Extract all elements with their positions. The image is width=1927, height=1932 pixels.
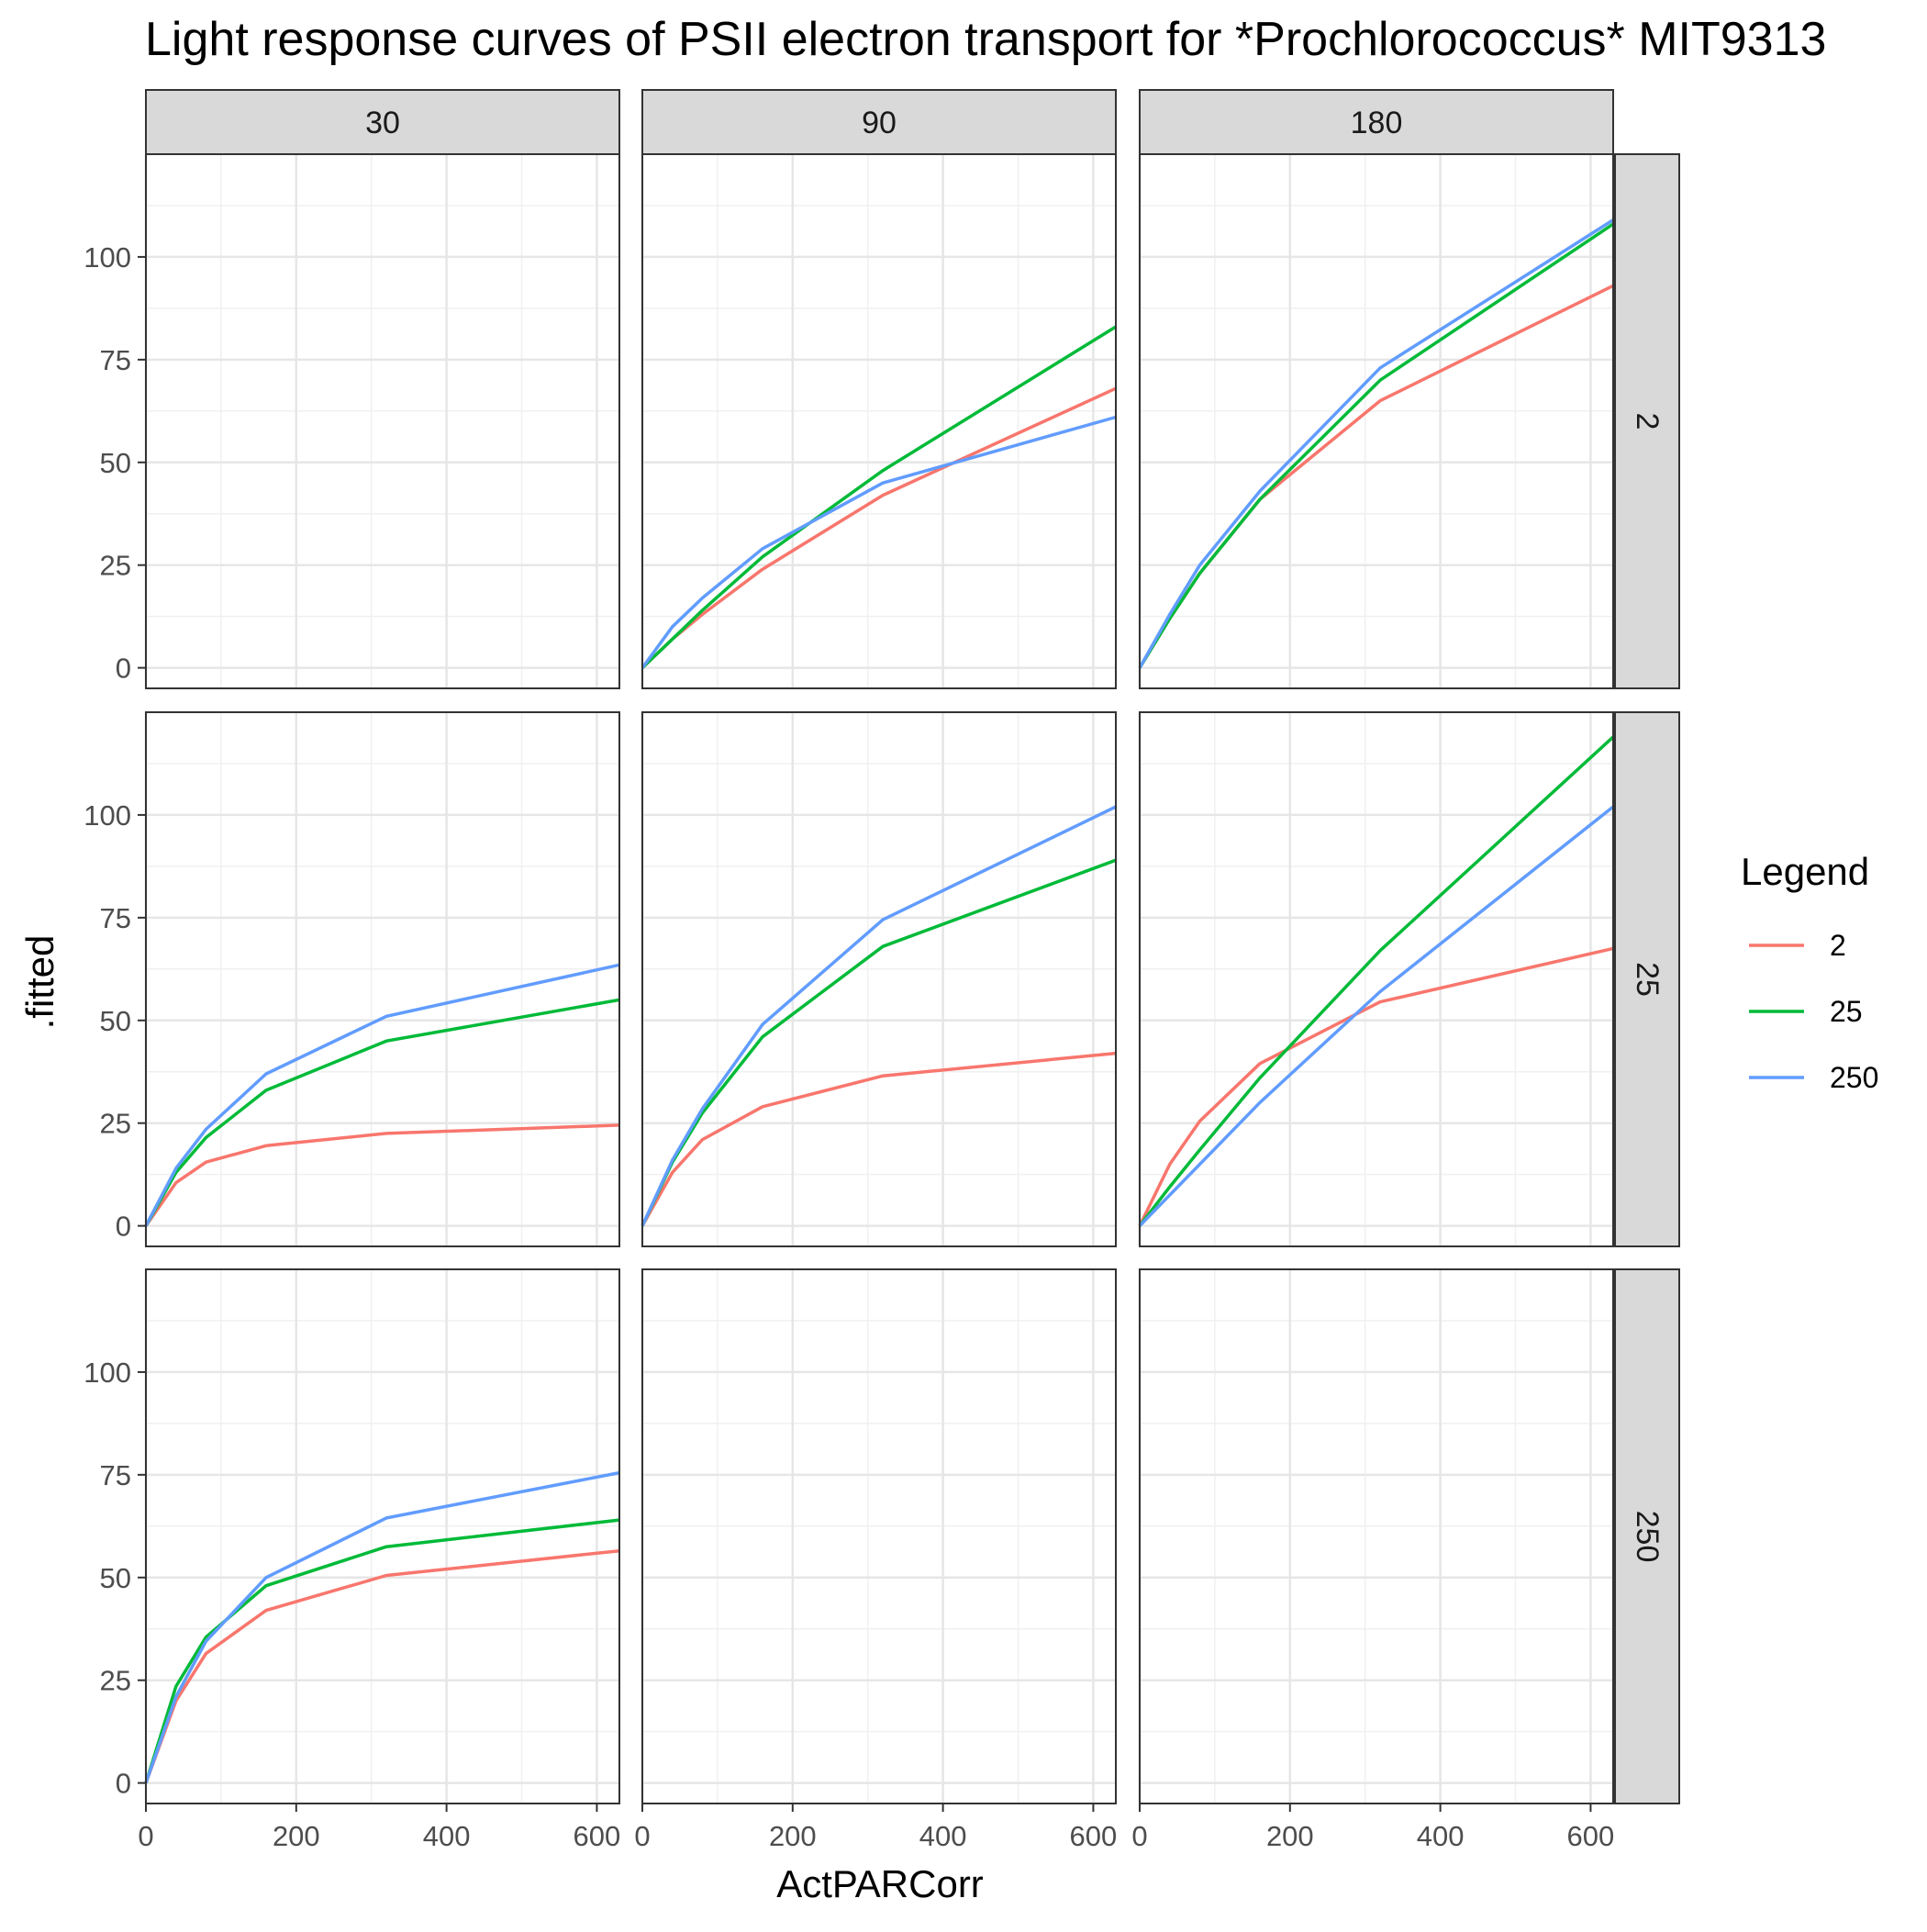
y-tick-label: 50 xyxy=(100,447,131,479)
y-tick-label: 75 xyxy=(100,902,131,934)
x-tick-label: 0 xyxy=(138,1820,153,1852)
row-strip-box xyxy=(1614,711,1680,1247)
panel-30-2: 0 25 50 75 100 xyxy=(84,153,620,689)
y-tick-label: 100 xyxy=(84,241,131,274)
row-strip-label: 2 xyxy=(1630,413,1665,430)
panels-layer: 30 90 180 2 25 250 0 25 50 75 100 0 25 50 75 100 0 25 50 75… xyxy=(84,89,1680,1852)
column-strip-label: 30 xyxy=(365,106,400,140)
x-tick-label: 600 xyxy=(574,1820,621,1852)
series-line-250 xyxy=(144,1470,620,1784)
panel-border xyxy=(145,1268,620,1804)
legend-label: 250 xyxy=(1830,1061,1878,1094)
panel-90-25 xyxy=(640,711,1117,1247)
column-strip-box xyxy=(145,89,620,155)
column-strip-90: 90 xyxy=(641,89,1117,155)
x-tick-label: 400 xyxy=(423,1820,471,1852)
series-line-25 xyxy=(1138,222,1614,669)
legend-item-25: 25 xyxy=(1749,995,1863,1028)
x-axis-title: ActPARCorr xyxy=(776,1862,984,1905)
series-line-250 xyxy=(1138,218,1614,669)
panel-border xyxy=(641,153,1117,689)
column-strip-label: 90 xyxy=(862,106,897,140)
x-tick-label: 0 xyxy=(634,1820,650,1852)
y-tick-label: 0 xyxy=(116,1211,131,1243)
series-line-25 xyxy=(640,325,1117,669)
x-tick-label: 0 xyxy=(1131,1820,1147,1852)
row-strip-label: 25 xyxy=(1630,962,1665,997)
x-tick-label: 200 xyxy=(769,1820,817,1852)
y-tick-label: 0 xyxy=(116,1768,131,1800)
y-tick-label: 25 xyxy=(100,1665,131,1697)
legend-item-2: 2 xyxy=(1749,929,1846,962)
y-tick-label: 75 xyxy=(100,344,131,376)
row-strip-label: 250 xyxy=(1630,1511,1665,1563)
panel-background xyxy=(1140,154,1613,688)
series-line-25 xyxy=(1138,735,1615,1227)
x-tick-label: 200 xyxy=(1266,1820,1314,1852)
series-line-2 xyxy=(1138,946,1614,1227)
series-line-250 xyxy=(1138,805,1615,1227)
panel-30-25: 0 25 50 75 100 xyxy=(84,711,620,1247)
panel-border xyxy=(1139,1268,1614,1804)
column-strip-label: 180 xyxy=(1351,106,1403,140)
panel-border xyxy=(145,153,620,689)
x-tick-label: 600 xyxy=(1567,1820,1615,1852)
row-strip-25: 25 xyxy=(1614,711,1680,1247)
y-tick-label: 25 xyxy=(100,550,131,582)
panel-background xyxy=(1140,712,1613,1246)
y-axis-title: .fitted xyxy=(18,935,61,1030)
y-tick-label: 100 xyxy=(84,799,131,832)
x-tick-label: 400 xyxy=(919,1820,967,1852)
series-line-2 xyxy=(144,1123,620,1227)
panel-background xyxy=(642,1269,1116,1804)
panel-border xyxy=(145,711,620,1247)
panel-border xyxy=(1139,153,1614,689)
row-strip-2: 2 xyxy=(1614,153,1680,689)
y-tick-label: 0 xyxy=(116,653,131,685)
row-strip-box xyxy=(1614,153,1680,689)
panel-background xyxy=(1140,1269,1613,1804)
series-line-250 xyxy=(640,415,1117,669)
panel-30-250: 0 25 50 75 100 0 200 400 600 xyxy=(84,1268,621,1852)
panel-border xyxy=(641,711,1117,1247)
panel-border xyxy=(641,1268,1117,1804)
y-tick-label: 100 xyxy=(84,1357,131,1389)
panel-background xyxy=(642,712,1116,1246)
panel-border xyxy=(1139,711,1614,1247)
panel-180-2 xyxy=(1138,153,1614,689)
panel-180-250: 0 200 400 600 xyxy=(1131,1268,1615,1852)
panel-background xyxy=(146,1269,619,1804)
column-strip-box xyxy=(641,89,1117,155)
y-tick-label: 25 xyxy=(100,1108,131,1140)
panel-90-250: 0 200 400 600 xyxy=(634,1268,1118,1852)
column-strip-180: 180 xyxy=(1139,89,1614,155)
series-line-250 xyxy=(640,805,1117,1227)
series-line-250 xyxy=(144,963,620,1227)
panel-180-25 xyxy=(1138,711,1615,1247)
x-tick-label: 600 xyxy=(1070,1820,1118,1852)
x-tick-label: 400 xyxy=(1417,1820,1465,1852)
column-strip-box xyxy=(1139,89,1614,155)
legend-label: 25 xyxy=(1830,995,1863,1028)
legend-item-250: 250 xyxy=(1749,1061,1878,1094)
legend-title: Legend xyxy=(1741,850,1869,893)
legend-label: 2 xyxy=(1830,929,1846,962)
panel-background xyxy=(146,154,619,688)
y-tick-label: 75 xyxy=(100,1459,131,1491)
panel-90-2 xyxy=(640,153,1117,689)
series-line-2 xyxy=(640,1051,1117,1227)
x-tick-label: 200 xyxy=(273,1820,320,1852)
row-strip-250: 250 xyxy=(1614,1268,1680,1804)
row-strip-box xyxy=(1614,1268,1680,1804)
column-strip-30: 30 xyxy=(145,89,620,155)
legend: Legend 2 25 250 xyxy=(1741,850,1878,1094)
chart-title: Light response curves of PSII electron t… xyxy=(145,13,1826,66)
y-tick-label: 50 xyxy=(100,1562,131,1594)
y-tick-label: 50 xyxy=(100,1005,131,1037)
